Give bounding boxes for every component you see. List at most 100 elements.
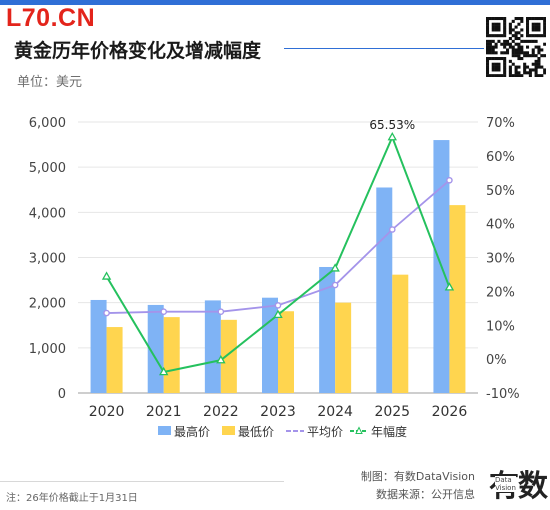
qr-module	[514, 42, 518, 46]
legend-label: 平均价	[307, 425, 343, 439]
y-right-tick-label: 0%	[486, 353, 507, 368]
qr-module	[517, 71, 521, 75]
qr-module	[528, 74, 532, 77]
y-left-tick-label: 3,000	[29, 252, 66, 267]
qr-module	[520, 28, 524, 32]
point-change	[444, 282, 455, 291]
qr-module	[534, 71, 538, 75]
qr-module	[503, 28, 507, 32]
qr-module	[491, 51, 495, 55]
qr-module	[534, 65, 538, 69]
qr-module	[511, 45, 515, 49]
qr-module	[526, 28, 530, 32]
qr-module	[514, 71, 518, 75]
qr-module	[508, 25, 512, 29]
qr-module	[531, 22, 535, 26]
qr-module	[494, 57, 498, 61]
qr-module	[531, 39, 535, 43]
y-right-tick-label: 30%	[486, 252, 515, 267]
qr-module	[534, 59, 538, 63]
qr-module	[491, 65, 495, 69]
qr-module	[526, 39, 530, 43]
qr-module	[511, 34, 515, 38]
qr-module	[528, 68, 532, 72]
qr-module	[486, 68, 490, 72]
qr-module	[491, 28, 495, 32]
y-left-tick-label: 1,000	[29, 342, 66, 357]
qr-module	[506, 42, 510, 46]
axis-labels: 0 1,000 2,000 3,000 4,000 5,000 6,000 -10% 0% 10%…	[29, 116, 520, 420]
bar	[90, 299, 107, 393]
legend-swatch	[222, 426, 235, 435]
qr-module	[486, 39, 490, 43]
chart-area: 0 1,000 2,000 3,000 4,000 5,000 6,000 -10% 0% 10%…	[29, 116, 520, 439]
qr-module	[497, 34, 501, 38]
bar	[220, 319, 237, 393]
bars	[90, 140, 466, 393]
qr-module	[526, 51, 530, 55]
bar	[335, 302, 352, 393]
qr-module	[488, 39, 492, 43]
point-average	[160, 308, 168, 316]
legend-item: 平均价	[286, 425, 343, 439]
qr-module	[540, 65, 544, 69]
qr-module	[534, 62, 538, 66]
legend-item: 年幅度	[350, 424, 407, 439]
qr-module	[486, 25, 490, 29]
qr-module	[537, 17, 541, 21]
point-change	[101, 271, 112, 280]
qr-module	[494, 25, 498, 29]
qr-module	[486, 22, 490, 26]
x-tick-label: 2023	[260, 404, 296, 420]
qr-module	[486, 51, 490, 55]
x-tick-label: 2021	[146, 404, 182, 420]
qr-module	[537, 45, 541, 49]
bar	[262, 297, 278, 393]
y-right-tick-label: 20%	[486, 285, 515, 300]
qr-module	[494, 45, 498, 49]
qr-module	[488, 45, 492, 49]
qr-module	[494, 42, 498, 46]
qr-module	[531, 17, 535, 21]
y-left-tick-label: 0	[58, 387, 66, 402]
qr-code-icon	[486, 17, 546, 77]
y-right-tick-label: 10%	[486, 319, 515, 334]
qr-module	[543, 42, 546, 46]
credit-source: 数据来源：公开信息	[376, 488, 475, 501]
point-change	[273, 309, 283, 318]
qr-module	[531, 25, 535, 29]
qr-module	[503, 22, 507, 26]
qr-module	[500, 17, 504, 21]
qr-module	[523, 65, 527, 69]
point-average	[388, 226, 396, 233]
qr-module	[543, 25, 546, 29]
qr-module	[508, 71, 512, 75]
qr-module	[520, 74, 524, 77]
qr-module	[514, 74, 518, 77]
footer-divider	[0, 481, 284, 482]
qr-module	[537, 65, 541, 69]
qr-module	[508, 42, 512, 46]
data-label-annotation: 65.53%	[369, 118, 415, 132]
qr-module	[511, 19, 515, 23]
qr-module	[508, 45, 512, 49]
qr-module	[497, 57, 501, 61]
qr-module	[511, 39, 515, 43]
qr-module	[534, 45, 538, 49]
qr-module	[486, 74, 490, 77]
legend-swatch	[158, 426, 171, 435]
qr-module	[543, 19, 546, 23]
qr-module	[494, 65, 498, 69]
qr-module	[517, 31, 521, 35]
qr-module	[531, 51, 535, 55]
qr-module	[534, 39, 538, 43]
chart-title: 黄金历年价格变化及增减幅度	[14, 40, 262, 62]
qr-module	[488, 48, 492, 52]
qr-module	[523, 39, 527, 43]
qr-module	[503, 62, 507, 66]
qr-module	[503, 19, 507, 23]
qr-module	[508, 59, 512, 63]
qr-module	[537, 28, 541, 32]
qr-module	[531, 48, 535, 52]
qr-module	[528, 39, 532, 43]
